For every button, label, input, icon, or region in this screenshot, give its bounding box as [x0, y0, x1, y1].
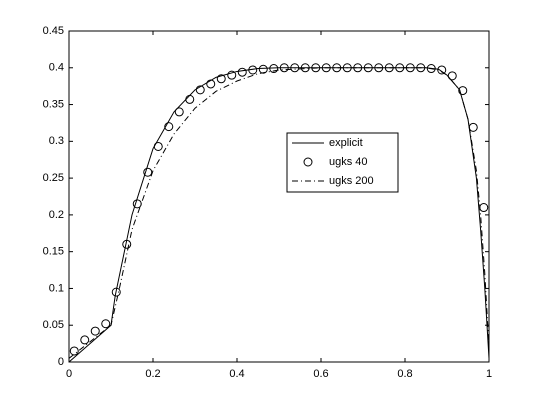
- legend-label: ugks 200: [329, 175, 374, 187]
- y-tick-label: 0.45: [43, 25, 64, 37]
- x-tick-label: 1: [486, 368, 492, 380]
- x-tick-label: 0: [66, 368, 72, 380]
- x-tick-label: 0.4: [229, 368, 244, 380]
- y-tick-label: 0.2: [49, 209, 64, 221]
- data-point: [227, 70, 237, 80]
- y-tick-label: 0.1: [49, 282, 64, 294]
- legend-marker: [303, 157, 313, 167]
- data-point: [237, 67, 247, 77]
- y-tick-label: 0.4: [49, 62, 64, 74]
- series-line: [68, 67, 490, 359]
- data-point: [290, 63, 300, 73]
- data-point: [185, 94, 195, 104]
- data-point: [174, 107, 184, 117]
- data-point: [248, 65, 258, 75]
- plot-frame: [68, 30, 490, 363]
- x-tick-label: 0.8: [397, 368, 412, 380]
- data-point: [279, 63, 289, 73]
- y-tick-label: 0.3: [49, 135, 64, 147]
- data-point: [153, 141, 163, 151]
- y-tick-label: 0.25: [43, 172, 64, 184]
- y-tick-label: 0.35: [43, 98, 64, 110]
- data-point: [111, 287, 121, 297]
- data-point: [458, 86, 468, 96]
- x-tick-label: 0.6: [313, 368, 328, 380]
- data-point: [69, 346, 79, 356]
- y-tick-label: 0.05: [43, 319, 64, 331]
- data-point: [122, 239, 132, 249]
- data-point: [426, 64, 436, 74]
- data-point: [80, 335, 90, 345]
- data-point: [374, 63, 384, 73]
- data-point: [447, 71, 457, 81]
- data-point: [90, 326, 100, 336]
- data-point: [216, 74, 226, 84]
- data-point: [195, 85, 205, 95]
- legend-label: explicit: [329, 137, 363, 149]
- data-point: [164, 122, 174, 132]
- x-tick-label: 0.2: [145, 368, 160, 380]
- y-tick-label: 0.15: [43, 246, 64, 258]
- data-point: [143, 167, 153, 177]
- y-tick-label: 0: [58, 356, 64, 368]
- data-point: [300, 63, 310, 73]
- data-point: [269, 64, 279, 74]
- data-point: [101, 319, 111, 329]
- legend-label: ugks 40: [329, 156, 368, 168]
- data-point: [206, 79, 216, 89]
- series-line: [68, 67, 490, 363]
